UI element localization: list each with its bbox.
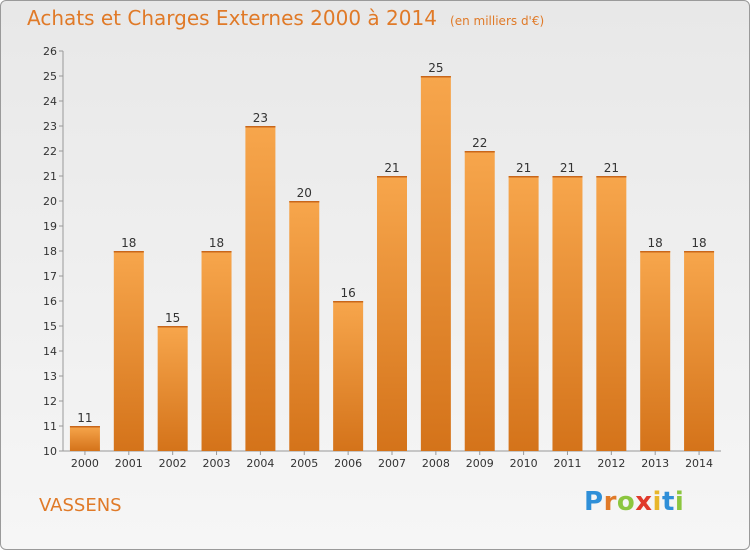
- x-tick-label: 2009: [466, 457, 494, 470]
- bar-value-label: 11: [77, 411, 92, 425]
- bar-top-edge: [113, 251, 144, 253]
- bar-value-label: 25: [428, 61, 443, 75]
- y-tick-label: 21: [43, 170, 57, 183]
- bar: [157, 326, 188, 451]
- chart-unit-text: (en milliers d'€): [450, 14, 545, 28]
- x-tick-label: 2002: [159, 457, 187, 470]
- y-tick-label: 12: [43, 395, 57, 408]
- bar-top-edge: [552, 176, 583, 178]
- y-tick-label: 13: [43, 370, 57, 383]
- bar-top-edge: [377, 176, 407, 178]
- bar-top-edge: [245, 126, 276, 128]
- bar-value-label: 22: [472, 136, 487, 150]
- y-tick-label: 22: [43, 145, 57, 158]
- x-tick-label: 2007: [378, 457, 406, 470]
- bar: [113, 251, 144, 451]
- bar: [508, 176, 539, 451]
- bar: [201, 251, 232, 451]
- bar-value-label: 16: [340, 286, 355, 300]
- y-tick-label: 24: [43, 95, 57, 108]
- x-tick-label: 2010: [510, 457, 538, 470]
- y-tick-label: 20: [43, 195, 57, 208]
- bar-top-edge: [508, 176, 539, 178]
- x-tick-label: 2012: [597, 457, 625, 470]
- y-tick-label: 14: [43, 345, 57, 358]
- x-tick-label: 2004: [246, 457, 274, 470]
- bar-value-label: 21: [560, 161, 575, 175]
- y-tick-label: 16: [43, 295, 57, 308]
- bar-top-edge: [289, 201, 320, 203]
- bar-value-label: 18: [121, 236, 136, 250]
- bar-top-edge: [684, 251, 715, 253]
- x-tick-label: 2014: [685, 457, 713, 470]
- bar: [289, 201, 320, 451]
- y-tick-label: 18: [43, 245, 57, 258]
- bar: [420, 76, 451, 451]
- bar-value-label: 20: [297, 186, 312, 200]
- bar-value-label: 21: [516, 161, 531, 175]
- bar: [596, 176, 627, 451]
- bar-top-edge: [420, 76, 451, 78]
- chart-title-text: Achats et Charges Externes 2000 à 2014: [27, 6, 437, 30]
- y-tick-label: 11: [43, 420, 57, 433]
- y-tick-label: 10: [43, 445, 57, 458]
- bar: [464, 151, 495, 451]
- x-tick-label: 2011: [553, 457, 581, 470]
- bar: [377, 176, 407, 451]
- proxiti-logo: Proxiti: [584, 487, 685, 517]
- bar-value-label: 15: [165, 311, 180, 325]
- x-tick-label: 2005: [290, 457, 318, 470]
- x-tick-label: 2003: [203, 457, 231, 470]
- bar-top-edge: [201, 251, 232, 253]
- bar-top-edge: [157, 326, 188, 328]
- y-tick-label: 23: [43, 120, 57, 133]
- town-name: VASSENS: [39, 495, 122, 516]
- y-tick-label: 15: [43, 320, 57, 333]
- bar: [333, 301, 364, 451]
- bar: [684, 251, 715, 451]
- bar-value-label: 21: [604, 161, 619, 175]
- bar-top-edge: [464, 151, 495, 153]
- bar-value-label: 18: [648, 236, 663, 250]
- y-tick-label: 19: [43, 220, 57, 233]
- bar-top-edge: [640, 251, 671, 253]
- y-tick-label: 17: [43, 270, 57, 283]
- bar-top-edge: [333, 301, 364, 303]
- x-tick-label: 2000: [71, 457, 99, 470]
- bar: [640, 251, 671, 451]
- bar-top-edge: [596, 176, 627, 178]
- x-tick-label: 2006: [334, 457, 362, 470]
- bar-top-edge: [69, 426, 100, 428]
- bar: [245, 126, 276, 451]
- x-tick-label: 2013: [641, 457, 669, 470]
- y-tick-label: 25: [43, 70, 57, 83]
- bar: [552, 176, 583, 451]
- y-tick-label: 26: [43, 45, 57, 58]
- x-tick-label: 2008: [422, 457, 450, 470]
- bar-value-label: 18: [209, 236, 224, 250]
- bar-value-label: 18: [691, 236, 706, 250]
- bar-value-label: 23: [253, 111, 268, 125]
- x-tick-label: 2001: [115, 457, 143, 470]
- bar-value-label: 21: [384, 161, 399, 175]
- chart-title: Achats et Charges Externes 2000 à 2014 (…: [27, 6, 544, 30]
- bar: [69, 426, 100, 451]
